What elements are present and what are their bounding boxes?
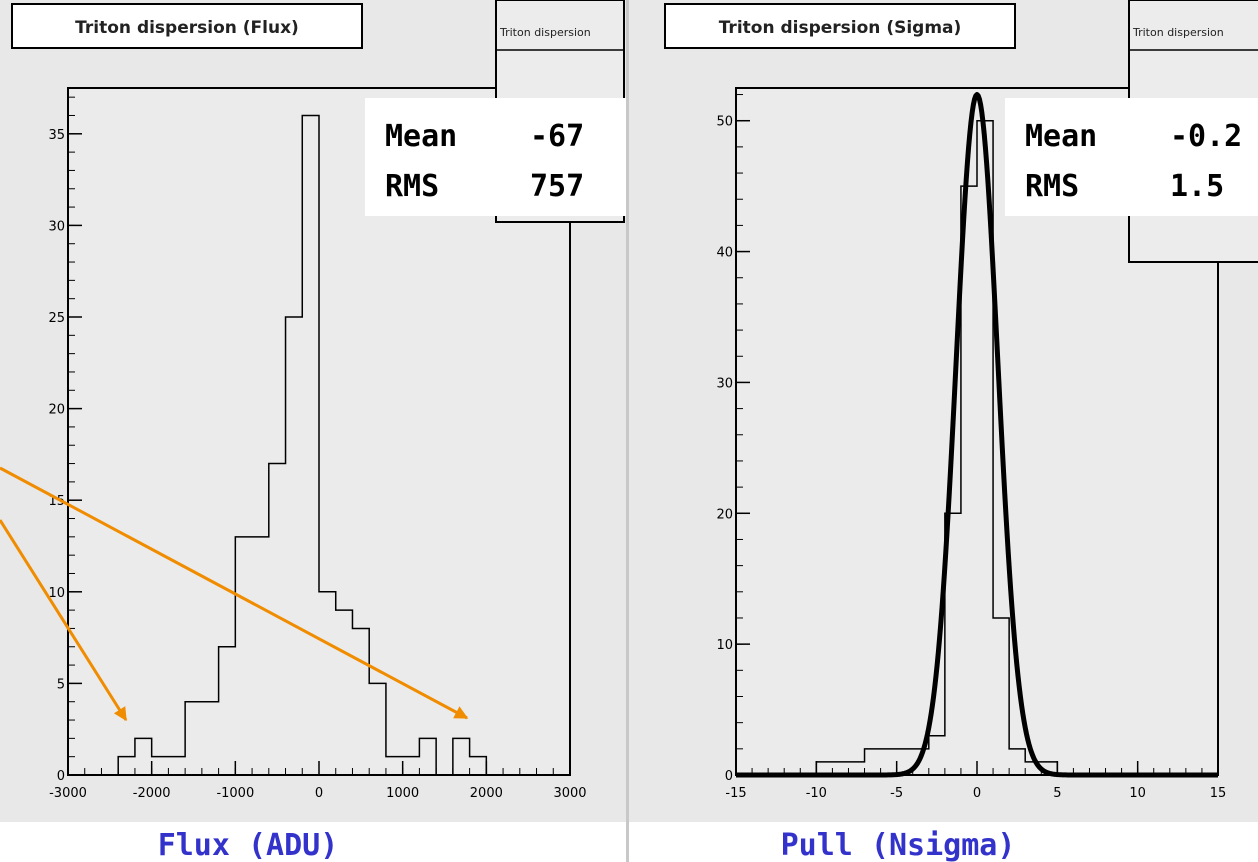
pull-stats-box-title: Triton dispersion <box>1132 26 1224 39</box>
outlier-arrow-right <box>0 466 469 720</box>
pull-y-tick-label: 0 <box>725 769 733 784</box>
flux-histogram-bin <box>185 702 202 775</box>
pull-x-tick-label: 0 <box>973 786 981 801</box>
pull-rms-label: RMS <box>1025 169 1079 204</box>
flux-histogram-bin <box>419 738 436 775</box>
flux-y-tick-label: 25 <box>48 311 65 326</box>
flux-y-tick-label: 30 <box>48 219 65 234</box>
pull-plot-panel: Triton dispersion (Sigma) Triton dispersi… <box>629 0 1258 862</box>
flux-histogram-bin <box>135 738 152 775</box>
flux-mean-label: Mean <box>385 119 457 154</box>
flux-mean-value: -67 <box>530 119 584 154</box>
flux-x-tick-label: -2000 <box>133 786 171 801</box>
pull-histogram-bin <box>881 749 897 775</box>
flux-histogram-outline <box>117 114 554 776</box>
pull-title-box <box>664 3 1016 49</box>
flux-y-tick-label: 20 <box>48 403 65 418</box>
pull-rms-value: 1.5 <box>1170 169 1224 204</box>
flux-chart-title: Triton dispersion (Flux) <box>75 18 299 38</box>
flux-histogram-bin <box>352 628 369 775</box>
pull-xlabel-strip <box>629 822 1258 862</box>
flux-y-tick-label: 35 <box>48 128 65 143</box>
flux-histogram-bin <box>453 738 470 775</box>
pull-histogram-bin <box>929 736 945 775</box>
pull-x-axis-label: Pull (Nsigma) <box>781 828 1016 862</box>
flux-x-axis-label: Flux (ADU) <box>158 828 339 862</box>
pull-y-tick-label: 20 <box>716 507 733 522</box>
flux-histogram-bin <box>202 702 219 775</box>
flux-histogram-bin <box>219 647 236 775</box>
pull-histogram-chart: Triton dispersion (Sigma) Triton dispersi… <box>629 0 1258 862</box>
flux-histogram-bin <box>470 757 487 775</box>
flux-plot-panel: Triton dispersion (Flux) Triton dispersio… <box>0 0 626 862</box>
panel-divider <box>626 0 629 862</box>
flux-histogram-bin <box>168 757 185 775</box>
pull-histogram-bin <box>1009 749 1025 775</box>
flux-histogram-bin <box>118 757 135 775</box>
pull-chart-title: Triton dispersion (Sigma) <box>719 18 962 38</box>
flux-xlabel-strip <box>0 822 626 862</box>
flux-rms-value: 757 <box>530 169 584 204</box>
pull-x-tick-label: -5 <box>890 786 903 801</box>
flux-histogram-bin <box>235 537 252 775</box>
pull-x-tick-label: 5 <box>1053 786 1061 801</box>
flux-y-tick-label: 15 <box>48 494 65 509</box>
pull-x-tick-label: -15 <box>725 786 746 801</box>
pull-histogram-bin <box>865 749 881 775</box>
pull-mean-label: Mean <box>1025 119 1097 154</box>
flux-title-box <box>11 3 363 49</box>
pull-mean-value: -0.2 <box>1170 119 1242 154</box>
flux-x-tick-label: 1000 <box>386 786 419 801</box>
flux-histogram-bin <box>152 757 169 775</box>
flux-x-tick-label: 3000 <box>553 786 586 801</box>
flux-histogram-bin <box>286 317 303 775</box>
pull-y-tick-label: 30 <box>716 376 733 391</box>
pull-histogram-bin <box>961 186 977 775</box>
flux-histogram-bin <box>403 757 420 775</box>
pull-x-tick-label: -10 <box>806 786 827 801</box>
outlier-arrow-left <box>0 519 128 722</box>
pull-histogram-bin <box>993 618 1009 775</box>
flux-x-tick-label: 2000 <box>470 786 503 801</box>
flux-histogram-bin <box>369 683 386 775</box>
flux-histogram-bin <box>302 115 319 775</box>
flux-histogram-bin <box>252 537 269 775</box>
flux-x-tick-label: 0 <box>315 786 323 801</box>
flux-histogram-chart: Triton dispersion (Flux) Triton dispersio… <box>0 0 626 862</box>
pull-y-tick-label: 40 <box>716 246 733 261</box>
pull-y-tick-label: 10 <box>716 638 733 653</box>
flux-rms-label: RMS <box>385 169 439 204</box>
pull-x-tick-label: 10 <box>1129 786 1146 801</box>
pull-y-tick-label: 50 <box>716 115 733 130</box>
flux-histogram-bin <box>336 610 353 775</box>
pull-x-tick-label: 15 <box>1210 786 1227 801</box>
flux-stats-overlay <box>365 98 626 216</box>
flux-stats-box-title: Triton dispersion <box>499 26 591 39</box>
flux-y-tick-label: 0 <box>57 769 65 784</box>
pull-stats-overlay <box>1005 98 1258 216</box>
flux-x-tick-label: -3000 <box>49 786 87 801</box>
flux-y-tick-label: 10 <box>48 586 65 601</box>
flux-y-tick-label: 5 <box>57 677 65 692</box>
flux-histogram-bin <box>386 757 403 775</box>
flux-x-tick-label: -1000 <box>216 786 254 801</box>
flux-histogram-bin <box>319 592 336 775</box>
